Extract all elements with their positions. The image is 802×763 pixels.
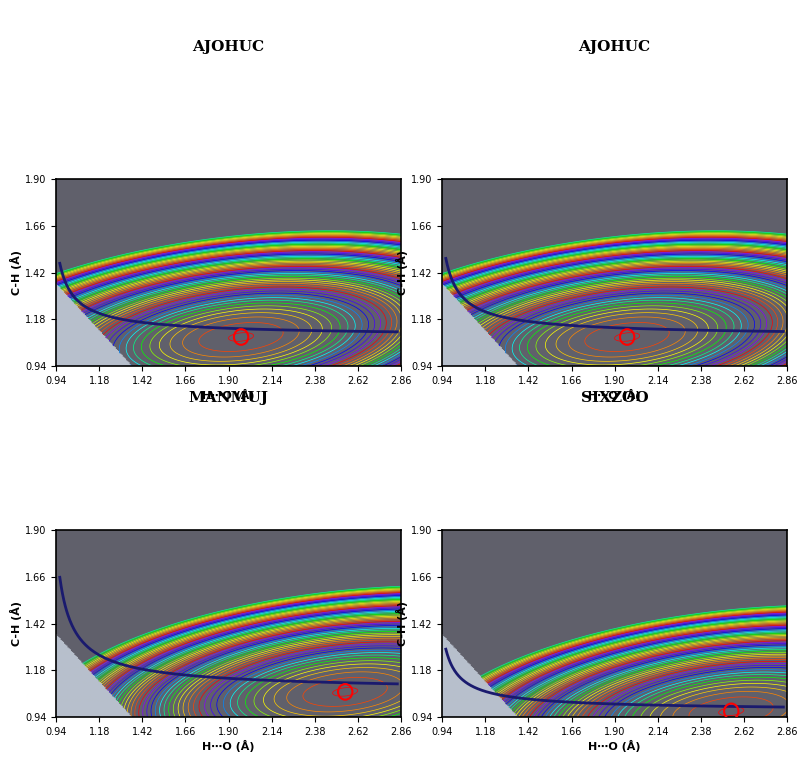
Text: SIXZOO: SIXZOO	[580, 391, 647, 405]
X-axis label: H⋯O (Å): H⋯O (Å)	[202, 739, 254, 752]
Text: MANMUJ: MANMUJ	[188, 391, 268, 405]
Y-axis label: C-H (Å): C-H (Å)	[395, 250, 407, 295]
Y-axis label: C-H (Å): C-H (Å)	[395, 601, 407, 646]
Text: AJOHUC: AJOHUC	[192, 40, 265, 54]
X-axis label: H⋯O (Å): H⋯O (Å)	[202, 388, 254, 401]
Y-axis label: C-H (Å): C-H (Å)	[10, 250, 22, 295]
Text: AJOHUC: AJOHUC	[577, 40, 650, 54]
X-axis label: H⋯O (Å): H⋯O (Å)	[588, 739, 640, 752]
X-axis label: H⋯O (Å): H⋯O (Å)	[588, 388, 640, 401]
Y-axis label: C-H (Å): C-H (Å)	[10, 601, 22, 646]
